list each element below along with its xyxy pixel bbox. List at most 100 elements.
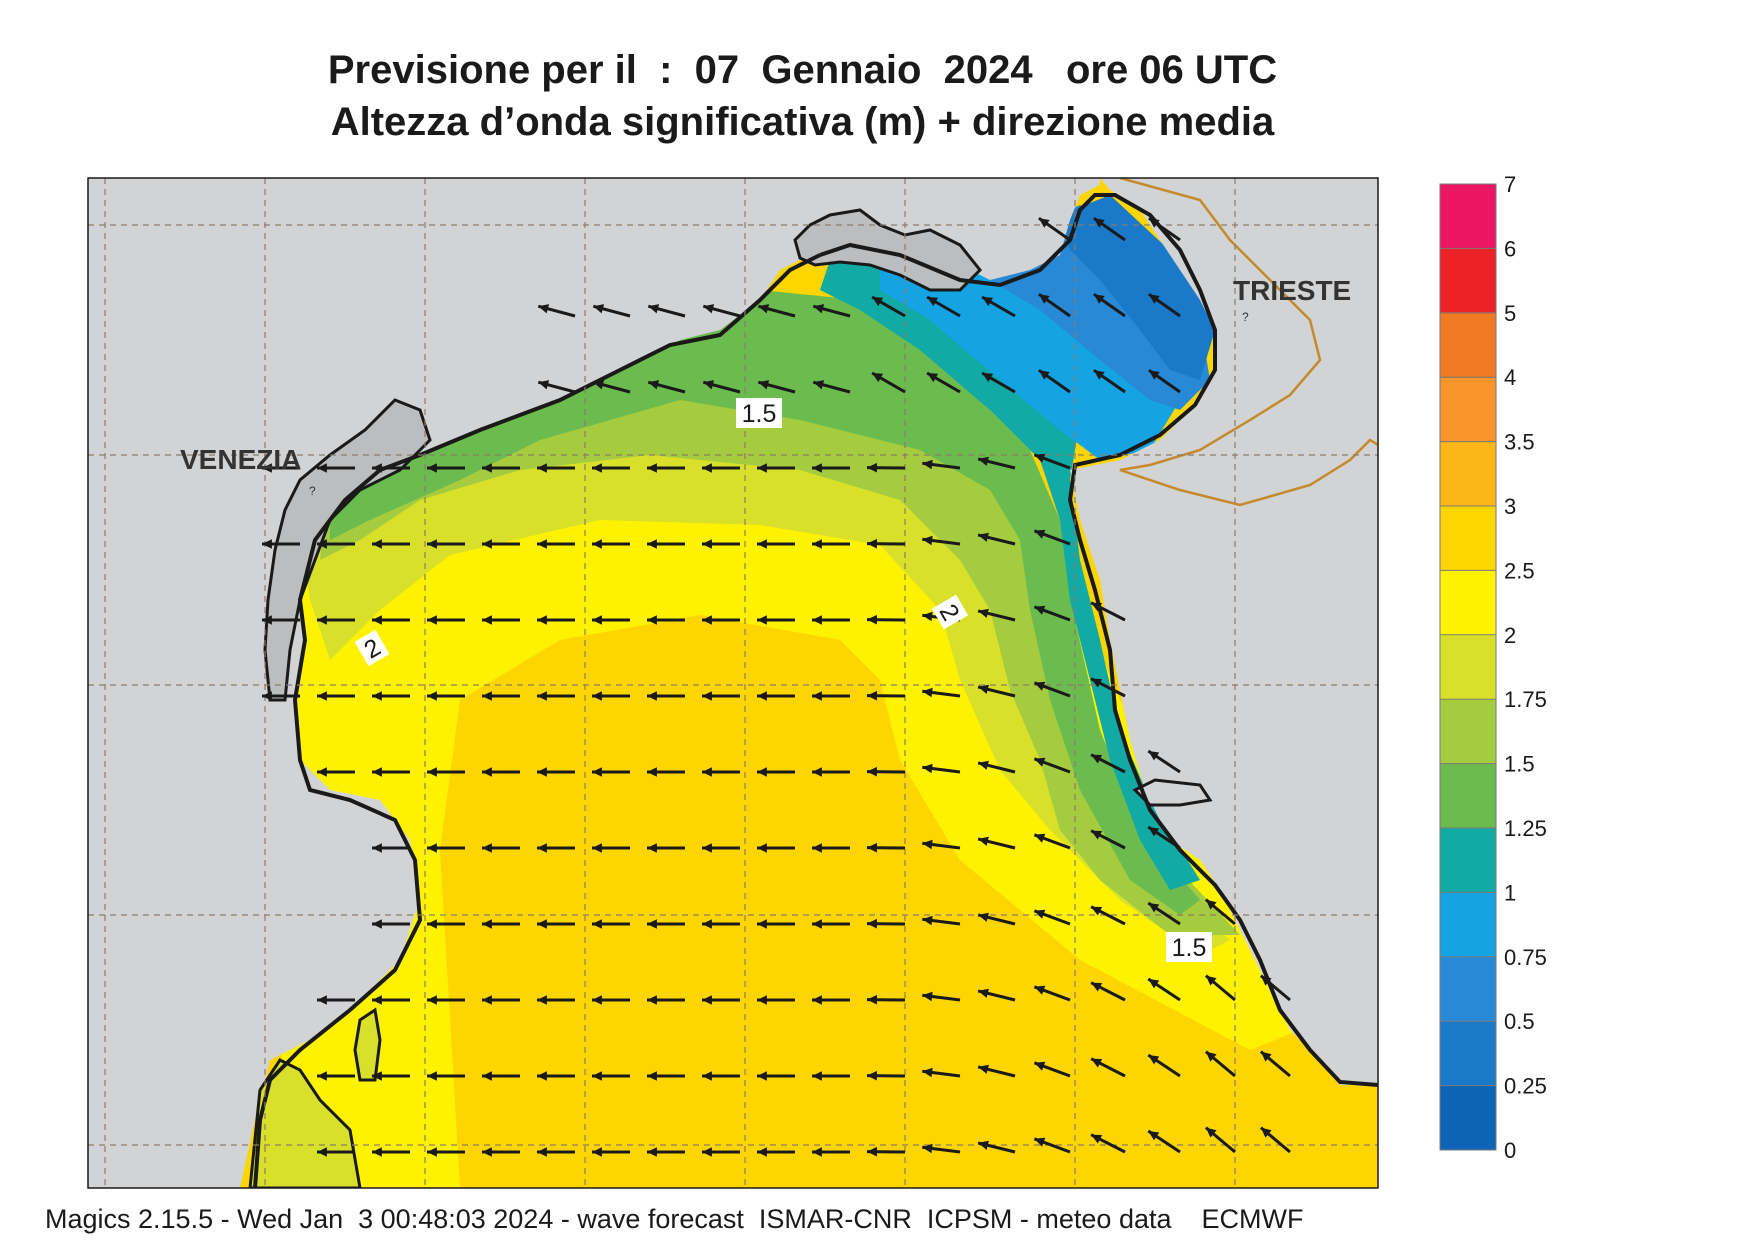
wave-arrow (977, 988, 1016, 1002)
wave-arrow (1033, 1137, 1071, 1154)
wave-arrow (317, 615, 355, 625)
wave-arrow (922, 991, 961, 1002)
legend-swatch (1440, 441, 1496, 507)
legend-tick-label: 5 (1504, 301, 1516, 326)
wave-arrow (592, 304, 631, 318)
wave-arrow (1147, 749, 1181, 774)
legend-tick-label: 3 (1504, 494, 1516, 519)
wave-arrow (317, 767, 355, 777)
coastline-north (819, 193, 1378, 1087)
wave-arrow (482, 843, 520, 853)
wave-arrow (702, 995, 740, 1005)
wave-arrow (702, 1071, 740, 1081)
wave-arrow (427, 843, 465, 853)
wave-arrow (372, 539, 410, 549)
sea-band-1 (820, 260, 1200, 890)
wave-arrow (372, 463, 410, 473)
legend-swatch (1440, 763, 1496, 829)
wave-arrow (427, 995, 465, 1005)
wave-arrow (812, 1147, 850, 1157)
wave-arrow (866, 918, 906, 929)
wave-arrow (866, 690, 906, 701)
wave-arrow (1259, 1126, 1291, 1154)
wave-arrow (647, 539, 685, 549)
wave-arrow (592, 380, 631, 394)
legend-tick-label: 1.5 (1504, 752, 1535, 777)
wave-arrow (482, 1071, 520, 1081)
wave-arrow (812, 995, 850, 1005)
legend-tick-label: 0 (1504, 1138, 1516, 1163)
wave-arrow (482, 615, 520, 625)
wave-arrow (1093, 292, 1126, 318)
wave-arrow (1148, 292, 1181, 318)
wave-arrow (317, 691, 355, 701)
wave-arrow (871, 295, 906, 318)
wave-arrow (1204, 1050, 1236, 1078)
wave-arrow (482, 691, 520, 701)
wave-direction-arrows (262, 216, 1291, 1157)
wave-arrow (427, 1071, 465, 1081)
wave-arrow (981, 371, 1016, 394)
wave-arrow (372, 691, 410, 701)
legend-tick-label: 0.75 (1504, 945, 1547, 970)
map-area: 1.5 2 2 1.5 (88, 178, 1378, 1188)
legend-swatch (1440, 699, 1496, 765)
wave-arrow (1033, 605, 1071, 622)
wave-arrow (1033, 909, 1071, 926)
venice-lagoon (263, 398, 432, 702)
legend-tick-label: 0.5 (1504, 1009, 1535, 1034)
wave-arrow (977, 608, 1016, 622)
wave-arrow (647, 463, 685, 473)
wave-arrow (922, 839, 961, 850)
wave-arrow (647, 615, 685, 625)
wave-arrow (647, 304, 686, 318)
wave-arrow (317, 1071, 355, 1081)
legend-frame (1439, 183, 1497, 1151)
wave-arrow (262, 539, 300, 549)
wave-arrow (866, 614, 906, 625)
wave-arrow (922, 459, 961, 470)
wave-arrow (871, 371, 906, 394)
wave-arrow (812, 380, 851, 394)
wave-arrow (427, 539, 465, 549)
wave-arrow (1147, 1053, 1181, 1078)
wave-arrow (1259, 1050, 1291, 1078)
wave-arrow (592, 615, 630, 625)
legend-swatch (1440, 1085, 1496, 1151)
wave-arrow (812, 539, 850, 549)
wave-arrow (372, 1071, 410, 1081)
wave-arrow (592, 995, 630, 1005)
legend-swatch (1440, 570, 1496, 636)
wave-arrow (427, 691, 465, 701)
wave-arrow (317, 1147, 355, 1157)
wave-arrow (757, 1147, 795, 1157)
wave-arrow (537, 1071, 575, 1081)
legend-swatch (1440, 377, 1496, 443)
wave-arrow (592, 767, 630, 777)
wave-arrow (812, 1071, 850, 1081)
wave-arrow (977, 456, 1016, 470)
legend-swatch (1440, 506, 1496, 571)
legend-tick-label: 1.75 (1504, 687, 1547, 712)
contour-label-text-1: 1.5 (742, 400, 777, 428)
wave-arrow (427, 1147, 465, 1157)
wave-arrow (482, 995, 520, 1005)
color-legend: 0 0.25 0.5 0.75 1 1.25 1.5 1.75 2 2.5 3 3.5 4 5 6 7 (1439, 172, 1547, 1163)
map-frame (87, 177, 1379, 1189)
wave-arrow (372, 615, 410, 625)
legend-tick-label: 0.25 (1504, 1074, 1547, 1099)
sea-band-0-25 (1060, 195, 1215, 380)
wave-arrow (647, 380, 686, 394)
wave-arrow (702, 615, 740, 625)
wave-arrow (592, 539, 630, 549)
wave-arrow (1038, 216, 1071, 242)
wave-arrow (922, 763, 961, 774)
wave-arrow (757, 919, 795, 929)
wave-arrow (592, 691, 630, 701)
legend-swatch (1440, 312, 1496, 378)
wave-arrow (702, 919, 740, 929)
wave-arrow (702, 380, 741, 394)
wave-arrow (1033, 453, 1071, 470)
legend-swatch (1440, 828, 1496, 893)
wave-arrow (482, 539, 520, 549)
